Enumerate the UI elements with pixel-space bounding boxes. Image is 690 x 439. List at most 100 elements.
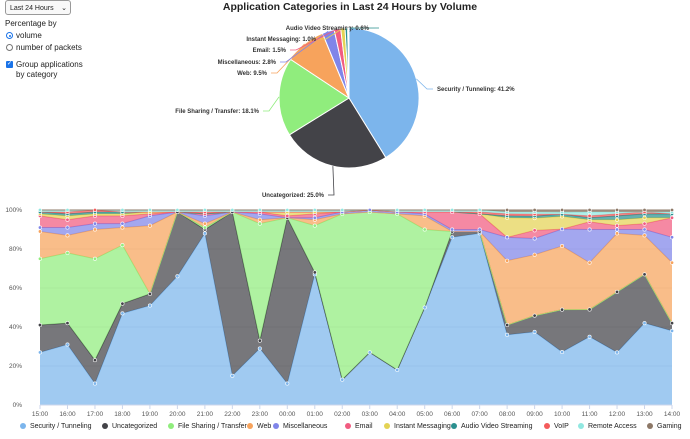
legend-marker-icon bbox=[345, 423, 351, 429]
point-security-tunneling bbox=[175, 274, 180, 279]
x-tick-label: 12:00 bbox=[609, 411, 626, 418]
legend-marker-icon bbox=[578, 423, 584, 429]
area-audio-video-streaming bbox=[40, 210, 672, 220]
legend-label: File Sharing / Transfer bbox=[178, 423, 247, 430]
legend-label: Web bbox=[257, 423, 272, 430]
point-web bbox=[147, 223, 152, 228]
radio-volume-label[interactable]: volume bbox=[16, 31, 42, 40]
point-email bbox=[285, 213, 290, 218]
legend-item-email[interactable]: Email bbox=[345, 423, 373, 430]
point-uncategorized bbox=[532, 313, 537, 318]
point-security-tunneling bbox=[422, 305, 427, 310]
pie-slice-file-sharing-transfer bbox=[278, 58, 350, 136]
x-tick-label: 15:00 bbox=[32, 411, 49, 418]
x-tick-label: 10:00 bbox=[554, 411, 571, 418]
pie-label-email: Email: 1.5% bbox=[253, 48, 287, 54]
point-security-tunneling bbox=[450, 235, 455, 240]
point-uncategorized bbox=[505, 323, 510, 328]
legend-item-remote-access[interactable]: Remote Access bbox=[578, 423, 637, 430]
point-uncategorized bbox=[587, 307, 592, 312]
point-security-tunneling bbox=[120, 311, 125, 316]
point-uncategorized bbox=[312, 270, 317, 275]
area-miscellaneous bbox=[40, 210, 672, 263]
point-gaming bbox=[615, 208, 620, 213]
chart-legend: Security / Tunneling Uncategorized File Sh… bbox=[20, 423, 690, 435]
legend-label: Miscellaneous bbox=[283, 423, 328, 430]
legend-marker-icon bbox=[20, 423, 26, 429]
point-web bbox=[532, 252, 537, 257]
legend-item-audio-video-streaming[interactable]: Audio Video Streaming bbox=[451, 423, 532, 430]
area-file-sharing-transfer bbox=[40, 211, 672, 380]
point-gaming bbox=[642, 208, 647, 213]
x-tick-label: 06:00 bbox=[444, 411, 461, 418]
point-email bbox=[532, 228, 537, 233]
radio-volume[interactable] bbox=[6, 32, 13, 39]
point-miscellaneous bbox=[367, 208, 372, 213]
pie-label-web: Web: 9.5% bbox=[237, 71, 268, 77]
area-instant-messaging bbox=[40, 210, 672, 238]
point-miscellaneous bbox=[560, 227, 565, 232]
group-checkbox[interactable]: ✓ bbox=[6, 61, 13, 68]
percentage-by-label: Percentage by bbox=[5, 19, 57, 28]
x-tick-label: 13:00 bbox=[636, 411, 653, 418]
point-remote-access bbox=[257, 208, 262, 213]
legend-label: Email bbox=[355, 423, 373, 430]
legend-item-uncategorized[interactable]: Uncategorized bbox=[102, 423, 157, 430]
point-remote-access bbox=[395, 208, 400, 213]
time-range-value: Last 24 Hours bbox=[10, 5, 54, 12]
point-web bbox=[642, 233, 647, 238]
pie-label-audio-video-streaming: Audio Video Streaming: 0.6% bbox=[286, 26, 370, 32]
point-security-tunneling bbox=[147, 303, 152, 308]
x-tick-label: 08:00 bbox=[499, 411, 516, 418]
point-miscellaneous bbox=[37, 225, 42, 230]
point-security-tunneling bbox=[669, 328, 674, 333]
group-label-line1[interactable]: Group applications bbox=[16, 60, 83, 69]
point-security-tunneling bbox=[92, 381, 97, 386]
area-gaming bbox=[40, 210, 672, 213]
x-tick-label: 04:00 bbox=[389, 411, 406, 418]
chart-title: Application Categories in Last 24 Hours … bbox=[222, 1, 478, 13]
point-remote-access bbox=[450, 208, 455, 213]
point-file-sharing-transfer bbox=[92, 256, 97, 261]
point-security-tunneling bbox=[560, 350, 565, 355]
legend-marker-icon bbox=[544, 423, 550, 429]
legend-marker-icon bbox=[247, 423, 253, 429]
point-miscellaneous bbox=[92, 221, 97, 226]
pie-connector-file-sharing-transfer bbox=[263, 96, 280, 112]
point-gaming bbox=[560, 208, 565, 213]
point-web bbox=[202, 221, 207, 226]
point-miscellaneous bbox=[312, 215, 317, 220]
point-uncategorized bbox=[642, 272, 647, 277]
pie-connector-security-tunneling bbox=[416, 78, 433, 90]
legend-item-voip[interactable]: VoIP bbox=[544, 423, 569, 430]
legend-item-gaming[interactable]: Gaming bbox=[647, 423, 682, 430]
group-label-line2[interactable]: by category bbox=[16, 70, 58, 79]
legend-item-file-sharing-transfer[interactable]: File Sharing / Transfer bbox=[168, 423, 247, 430]
point-instant-messaging bbox=[615, 217, 620, 222]
time-range-select[interactable]: Last 24 Hours ⌄ bbox=[5, 0, 71, 15]
point-security-tunneling bbox=[230, 373, 235, 378]
point-remote-access bbox=[65, 208, 70, 213]
point-security-tunneling bbox=[587, 334, 592, 339]
legend-marker-icon bbox=[647, 423, 653, 429]
legend-label: Audio Video Streaming bbox=[461, 423, 533, 430]
radio-packets[interactable] bbox=[6, 44, 13, 51]
point-miscellaneous bbox=[587, 227, 592, 232]
radio-packets-label[interactable]: number of packets bbox=[16, 43, 82, 52]
point-uncategorized bbox=[92, 358, 97, 363]
point-security-tunneling bbox=[202, 231, 207, 236]
legend-marker-icon bbox=[168, 423, 174, 429]
point-voip bbox=[587, 213, 592, 218]
point-miscellaneous bbox=[120, 221, 125, 226]
legend-item-security-tunneling[interactable]: Security / Tunneling bbox=[20, 423, 91, 430]
point-security-tunneling bbox=[395, 367, 400, 372]
point-file-sharing-transfer bbox=[422, 227, 427, 232]
point-web bbox=[669, 260, 674, 265]
x-tick-label: 16:00 bbox=[59, 411, 76, 418]
legend-item-instant-messaging[interactable]: Instant Messaging bbox=[384, 423, 451, 430]
point-file-sharing-transfer bbox=[257, 221, 262, 226]
point-remote-access bbox=[120, 208, 125, 213]
legend-item-miscellaneous[interactable]: Miscellaneous bbox=[273, 423, 327, 430]
legend-item-web[interactable]: Web bbox=[247, 423, 271, 430]
point-remote-access bbox=[230, 208, 235, 213]
